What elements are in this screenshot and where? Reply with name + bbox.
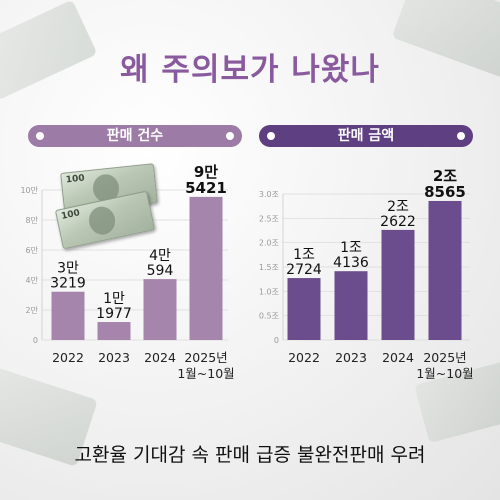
right-panel-title: 판매 금액 [337,128,395,144]
data-label: 8565 [424,183,466,201]
x-tick-label: 2022 [52,350,84,365]
data-label: 1만 [103,291,125,307]
y-tick-label: 2.5조 [259,214,279,223]
y-tick-label: 2만 [26,306,39,315]
bar [189,196,223,340]
data-label: 594 [147,263,174,279]
bar [428,200,462,340]
bar [381,229,415,340]
data-label: 2조 [387,199,409,215]
data-label: 5421 [185,179,227,197]
right-panel-title-pill: 판매 금액 [259,125,473,147]
pill-dot-left [267,132,275,140]
x-tick-label: 2025년 [184,350,227,365]
x-tick-label: 2024 [144,350,176,365]
data-label: 1조 [340,240,362,256]
page-title: 왜 주의보가 나왔나 [120,52,380,88]
left-panel-title: 판매 건수 [106,128,164,144]
y-tick-label: 1.5조 [259,263,279,272]
bar [334,271,368,340]
data-label: 9만 [194,163,218,181]
data-label: 3만 [57,261,79,277]
y-tick-label: 0 [33,336,38,345]
x-tick-label: 2023 [335,350,367,365]
y-tick-label: 8만 [26,216,39,225]
y-tick-label: 0.5조 [259,312,279,321]
y-tick-label: 0 [274,336,279,345]
x-tick-label: 1월~10월 [416,366,473,381]
bar [51,291,85,340]
caption: 고환율 기대감 속 판매 급증 불완전판매 우려 [74,444,426,466]
data-label: 2조 [433,167,457,185]
data-label: 1977 [96,306,132,322]
y-tick-label: 10만 [20,186,38,195]
x-tick-label: 2023 [98,350,130,365]
y-tick-label: 2.0조 [259,239,279,248]
x-tick-label: 1월~10월 [177,366,234,381]
left-panel-title-pill: 판매 건수 [28,125,242,147]
bar [143,279,177,340]
data-label: 1조 [293,247,315,263]
y-tick-label: 3.0조 [259,190,279,199]
data-label: 4136 [333,255,369,271]
x-tick-label: 2022 [288,350,320,365]
bar [97,322,131,340]
data-label: 2622 [380,214,416,230]
data-label: 4만 [149,248,171,264]
pill-dot-left [36,132,44,140]
data-label: 3219 [50,276,86,292]
bar [287,278,321,340]
y-tick-label: 4만 [26,276,39,285]
y-tick-label: 6만 [26,246,39,255]
x-tick-label: 2025년 [423,350,466,365]
y-tick-label: 1.0조 [259,287,279,296]
x-tick-label: 2024 [382,350,414,365]
pill-dot-right [457,132,465,140]
pill-dot-right [226,132,234,140]
data-label: 2724 [286,262,322,278]
